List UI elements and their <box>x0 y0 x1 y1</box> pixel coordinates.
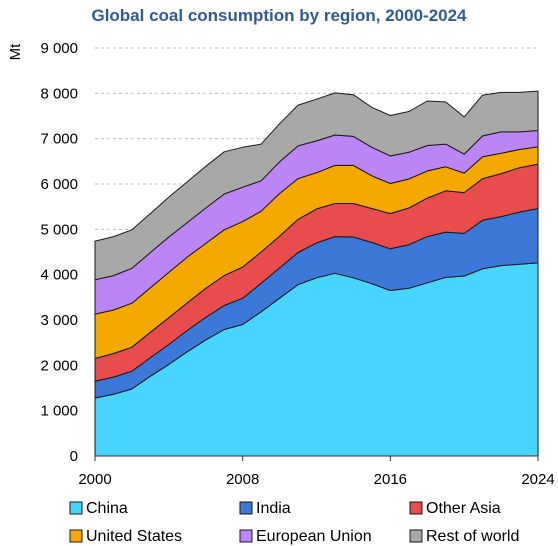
axes: 0 1 000 2 000 3 000 4 000 5 000 6 000 7 000 8 00… <box>7 40 555 488</box>
x-tick-label: 2024 <box>521 471 554 488</box>
legend-swatch-other-asia <box>409 501 423 515</box>
y-tick-label: 4 000 <box>40 267 78 284</box>
legend-label: China <box>86 500 128 517</box>
legend-label: European Union <box>256 528 372 545</box>
legend-label: Other Asia <box>426 500 501 517</box>
y-tick-label: 7 000 <box>40 131 78 148</box>
x-tick-label: 2008 <box>226 471 259 488</box>
y-tick-label: 0 <box>70 448 78 465</box>
legend-label: India <box>256 500 291 517</box>
legend: China India Other Asia United States Europea… <box>69 500 519 545</box>
y-tick-label: 9 000 <box>40 40 78 57</box>
x-tick-label: 2016 <box>374 471 407 488</box>
y-tick-label: 8 000 <box>40 85 78 102</box>
legend-swatch-china <box>69 501 83 515</box>
legend-swatch-rest-of-world <box>409 529 423 543</box>
legend-swatch-european-union <box>239 529 253 543</box>
series-area-rest-of-world <box>94 90 539 281</box>
legend-swatch-india <box>239 501 253 515</box>
legend-label: Rest of world <box>426 528 519 545</box>
chart-title: Global coal consumption by region, 2000-… <box>91 6 467 25</box>
y-tick-label: 2 000 <box>40 357 78 374</box>
y-axis-label: Mt <box>7 43 24 60</box>
y-tick-label: 3 000 <box>40 312 78 329</box>
legend-swatch-united-states <box>69 529 83 543</box>
area-series <box>94 90 539 457</box>
y-tick-label: 5 000 <box>40 221 78 238</box>
x-tick-label: 2000 <box>78 471 111 488</box>
y-tick-label: 6 000 <box>40 176 78 193</box>
legend-label: United States <box>86 528 182 545</box>
y-tick-label: 1 000 <box>40 403 78 420</box>
